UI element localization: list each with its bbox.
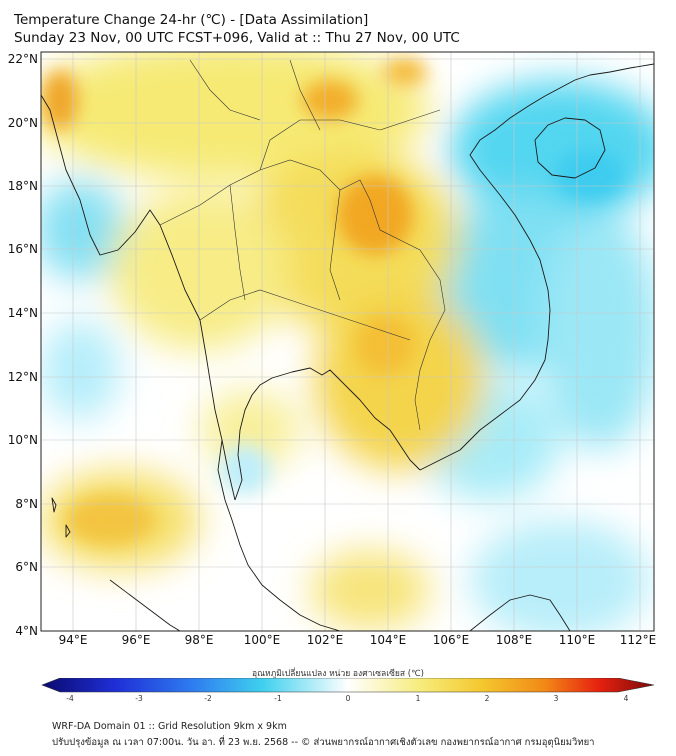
colorbar-tick: 3 — [554, 694, 559, 703]
colorbar-title: อุณหภูมิเปลี่ยนแปลง หน่วย องศาเซลเซียส (… — [252, 669, 424, 679]
colorbar-tick: 4 — [624, 694, 629, 703]
lat-label: 20°N — [8, 116, 38, 130]
lat-label: 12°N — [8, 370, 38, 384]
colorbar-tick: 2 — [485, 694, 490, 703]
lon-label: 108°E — [496, 633, 533, 647]
lat-label: 8°N — [15, 497, 38, 511]
lon-label: 104°E — [370, 633, 407, 647]
lat-axis: 22°N 20°N 18°N 16°N 14°N 12°N 10°N 8°N 6… — [8, 52, 38, 638]
lat-label: 10°N — [8, 433, 38, 447]
colorbar-tick: -3 — [135, 694, 143, 703]
map-frame — [40, 51, 655, 632]
lon-label: 112°E — [620, 633, 657, 647]
colorbar-tick: -1 — [274, 694, 282, 703]
lon-label: 110°E — [559, 633, 596, 647]
lon-label: 94°E — [59, 633, 88, 647]
colorbar: -4 -3 -2 -1 0 1 2 3 4 — [41, 678, 655, 703]
colorbar-tick: -4 — [66, 694, 74, 703]
colorbar-ramp — [41, 678, 655, 693]
lat-label: 18°N — [8, 179, 38, 193]
lon-label: 106°E — [433, 633, 470, 647]
temperature-map: 22°N 20°N 18°N 16°N 14°N 12°N 10°N 8°N 6… — [8, 51, 657, 647]
lon-label: 96°E — [122, 633, 151, 647]
lat-label: 6°N — [15, 560, 38, 574]
footer-resolution: WRF-DA Domain 01 :: Grid Resolution 9km … — [52, 721, 287, 732]
colorbar-tick: -2 — [204, 694, 212, 703]
coastlines — [41, 63, 654, 631]
lat-label: 16°N — [8, 242, 38, 256]
colorbar-tick: 1 — [416, 694, 421, 703]
colorbar-tick: 0 — [346, 694, 351, 703]
map-title: Temperature Change 24-hr (℃) - [Data Ass… — [14, 12, 369, 28]
borders — [159, 59, 446, 431]
lon-label: 100°E — [244, 633, 281, 647]
lat-label: 14°N — [8, 306, 38, 320]
lat-label: 22°N — [8, 52, 38, 66]
lon-label: 98°E — [185, 633, 214, 647]
lat-label: 4°N — [15, 624, 38, 638]
colorbar-ticks: -4 -3 -2 -1 0 1 2 3 4 — [66, 694, 628, 703]
graticule — [41, 52, 654, 631]
footer-credit: ปรับปรุงข้อมูล ณ เวลา 07:00น. วัน อา. ที… — [52, 737, 595, 748]
temperature-field — [41, 52, 654, 631]
map-subtitle: Sunday 23 Nov, 00 UTC FCST+096, Valid at… — [14, 30, 460, 46]
lon-axis: 94°E 96°E 98°E 100°E 102°E 104°E 106°E 1… — [59, 633, 657, 647]
lon-label: 102°E — [307, 633, 344, 647]
map-panel: 22°N 20°N 18°N 16°N 14°N 12°N 10°N 8°N 6… — [8, 51, 657, 647]
